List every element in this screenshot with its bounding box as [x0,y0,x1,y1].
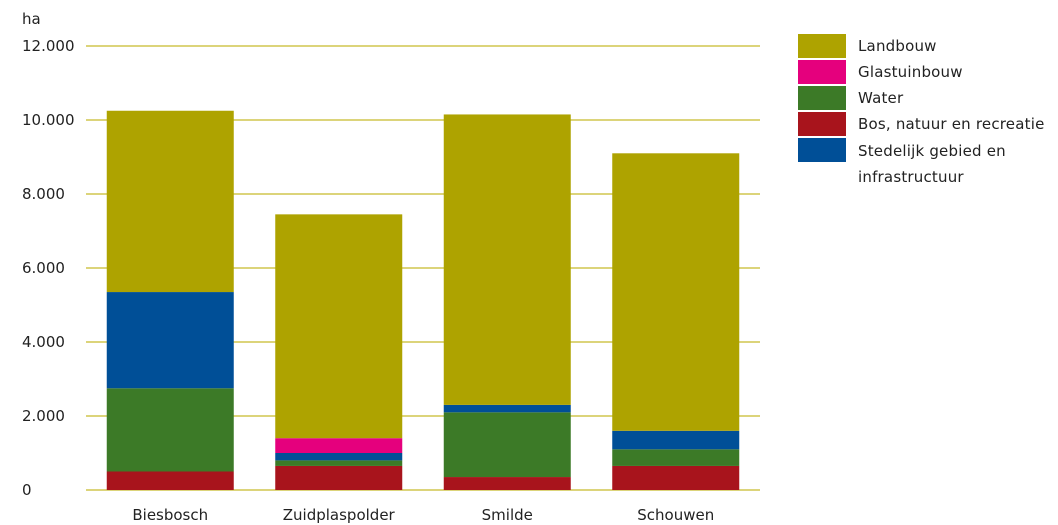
legend-item-landbouw: Landbouw [798,34,1056,60]
x-category-label: Smilde [482,506,533,524]
bar-segment-stedelijk-gebied-en-infrastructuur [275,453,403,461]
legend-swatch-landbouw [798,34,846,58]
bar-segment-water [106,388,234,472]
legend-item-bos-natuur-recreatie: Bos, natuur en recreatie [798,112,1056,138]
y-tick-label: 4.000 [22,333,65,351]
bar-segment-bos-natuur-en-recreatie [612,465,740,490]
legend-swatch-water [798,86,846,110]
legend-label-water: Water [858,89,904,107]
legend-item-glastuinbouw: Glastuinbouw [798,60,1056,86]
x-category-label: Schouwen [637,506,714,524]
bar-segment-glastuinbouw [275,438,403,453]
bar-segment-water [443,412,571,478]
y-tick-label: 0 [22,481,32,499]
legend-swatch-stedelijk-gebied [798,138,846,162]
bar-segment-landbouw [275,214,403,439]
chart-legend: Landbouw Glastuinbouw Water Bos, natuur … [798,34,1056,190]
bar-segment-bos-natuur-en-recreatie [106,471,234,490]
legend-swatch-bos-natuur-recreatie [798,112,846,136]
legend-label-glastuinbouw: Glastuinbouw [858,63,963,81]
y-tick-label: 8.000 [22,185,65,203]
bar-segment-landbouw [612,153,740,431]
y-tick-label: 10.000 [22,111,75,129]
legend-item-stedelijk-gebied: Stedelijk gebied en infrastructuur [798,138,1056,190]
bar-segment-bos-natuur-en-recreatie [275,465,403,490]
bar-segment-landbouw [443,114,571,405]
legend-item-water: Water [798,86,1056,112]
bar-segment-stedelijk-gebied-en-infrastructuur [612,430,740,450]
legend-swatch-glastuinbouw [798,60,846,84]
legend-label-landbouw: Landbouw [858,37,937,55]
legend-label-bos-natuur-recreatie: Bos, natuur en recreatie [858,115,1045,133]
x-category-label: Zuidplaspolder [283,506,396,524]
bar-segment-stedelijk-gebied-en-infrastructuur [443,404,571,413]
bar-segment-bos-natuur-en-recreatie [443,477,571,490]
y-tick-label: 12.000 [22,37,75,55]
y-axis-unit-label: ha [22,10,41,28]
legend-label-stedelijk-gebied: Stedelijk gebied en infrastructuur [858,142,1006,186]
bar-segment-water [275,460,403,466]
x-category-label: Biesbosch [132,506,208,524]
y-tick-label: 6.000 [22,259,65,277]
y-tick-label: 2.000 [22,407,65,425]
bar-segment-water [612,449,740,466]
bar-segment-landbouw [106,110,234,293]
bar-segment-stedelijk-gebied-en-infrastructuur [106,292,234,389]
